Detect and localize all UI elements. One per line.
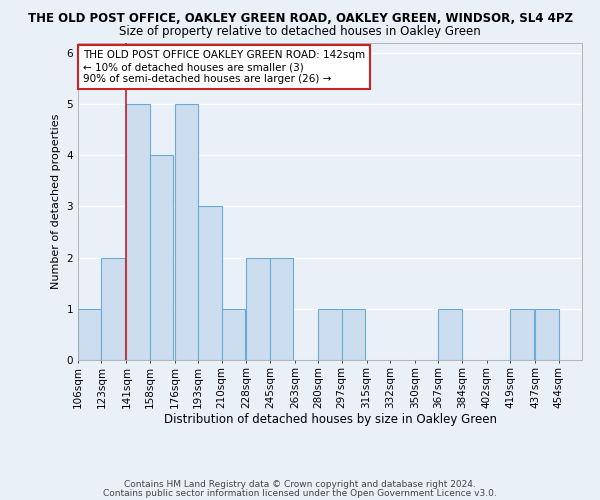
Bar <box>439 309 462 360</box>
Bar <box>198 206 221 360</box>
Bar <box>342 309 365 360</box>
Bar <box>535 309 559 360</box>
Bar <box>127 104 150 360</box>
X-axis label: Distribution of detached houses by size in Oakley Green: Distribution of detached houses by size … <box>163 413 497 426</box>
Bar <box>510 309 533 360</box>
Bar <box>175 104 198 360</box>
Bar <box>101 258 125 360</box>
Text: THE OLD POST OFFICE OAKLEY GREEN ROAD: 142sqm
← 10% of detached houses are small: THE OLD POST OFFICE OAKLEY GREEN ROAD: 1… <box>83 50 365 84</box>
Bar <box>318 309 342 360</box>
Text: Contains public sector information licensed under the Open Government Licence v3: Contains public sector information licen… <box>103 488 497 498</box>
Text: Size of property relative to detached houses in Oakley Green: Size of property relative to detached ho… <box>119 25 481 38</box>
Bar <box>247 258 270 360</box>
Bar <box>221 309 245 360</box>
Text: Contains HM Land Registry data © Crown copyright and database right 2024.: Contains HM Land Registry data © Crown c… <box>124 480 476 489</box>
Y-axis label: Number of detached properties: Number of detached properties <box>51 114 61 289</box>
Bar <box>78 309 101 360</box>
Text: THE OLD POST OFFICE, OAKLEY GREEN ROAD, OAKLEY GREEN, WINDSOR, SL4 4PZ: THE OLD POST OFFICE, OAKLEY GREEN ROAD, … <box>28 12 572 26</box>
Bar <box>150 155 173 360</box>
Bar <box>270 258 293 360</box>
